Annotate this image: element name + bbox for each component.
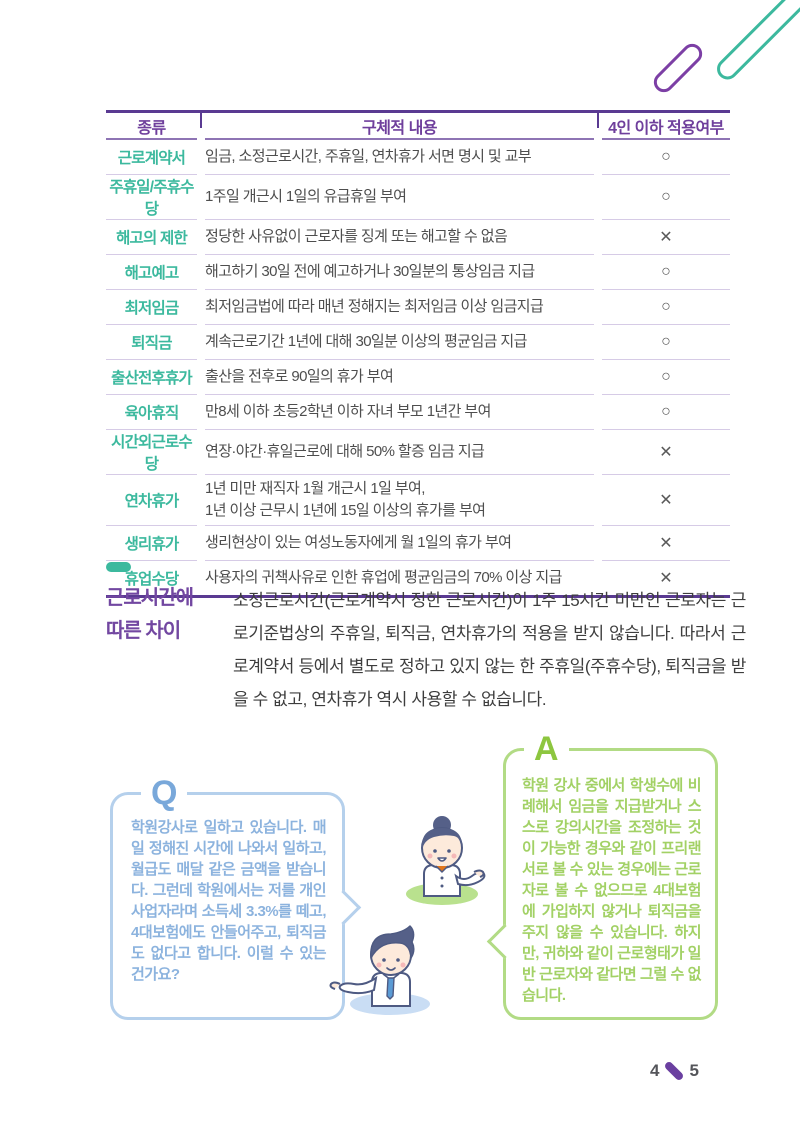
table-row: 최저임금 최저임금법에 따라 매년 정해지는 최저임금 이상 임금지급 ○	[106, 290, 730, 325]
table-body: 근로계약서 임금, 소정근로시간, 주휴일, 연차휴가 서면 명시 및 교부 ○…	[106, 140, 730, 595]
header-divider-tick	[200, 113, 202, 128]
row-content: 계속근로기간 1년에 대해 30일분 이상의 평균임금 지급	[205, 325, 594, 360]
row-content: 생리현상이 있는 여성노동자에게 월 1일의 휴가 부여	[205, 526, 594, 561]
row-label: 생리휴가	[106, 526, 197, 561]
page-number-left: 4	[650, 1061, 660, 1080]
row-content: 임금, 소정근로시간, 주휴일, 연차휴가 서면 명시 및 교부	[205, 140, 594, 175]
question-label: Q	[141, 774, 188, 812]
header-detail: 구체적 내용	[205, 113, 594, 140]
row-label: 연차휴가	[106, 475, 197, 526]
row-applies-mark: ○	[602, 255, 730, 290]
answer-text: 학원 강사 중에서 학생수에 비례해서 임금을 지급받거나 스스로 강의시간을 …	[522, 777, 702, 1004]
header-type: 종류	[106, 113, 197, 140]
row-label: 시간외근로수당	[106, 430, 197, 475]
row-content: 해고하기 30일 전에 예고하거나 30일분의 통상임금 지급	[205, 255, 594, 290]
row-applies-mark: ○	[602, 175, 730, 220]
row-applies-mark: ✕	[602, 220, 730, 255]
row-label: 휴업수당	[124, 571, 180, 588]
table-row: 주휴일/주휴수당 1주일 개근시 1일의 유급휴일 부여 ○	[106, 175, 730, 220]
row-applies-mark: ○	[602, 325, 730, 360]
question-text: 학원강사로 일하고 있습니다. 매일 정해진 시간에 나와서 일하고, 월급도 …	[131, 819, 327, 983]
row-label: 출산전후휴가	[106, 360, 197, 395]
section-title-line1: 근로시간에	[106, 587, 194, 609]
row-applies-mark: ✕	[659, 570, 673, 587]
header-applies: 4인 이하 적용여부	[602, 113, 730, 140]
decor-capsule-teal-icon	[712, 0, 800, 84]
woman-character-illustration	[406, 816, 486, 905]
row-applies-mark: ○	[602, 395, 730, 430]
table-row: 근로계약서 임금, 소정근로시간, 주휴일, 연차휴가 서면 명시 및 교부 ○	[106, 140, 730, 175]
row-label: 육아휴직	[106, 395, 197, 430]
row-content: 만8세 이하 초등2학년 이하 자녀 부모 1년간 부여	[205, 395, 594, 430]
labor-standards-table: 종류 구체적 내용 4인 이하 적용여부 근로계약서 임금, 소정근로시간, 주…	[106, 110, 730, 598]
table-row: 해고예고 해고하기 30일 전에 예고하거나 30일분의 통상임금 지급 ○	[106, 255, 730, 290]
question-bubble: Q 학원강사로 일하고 있습니다. 매일 정해진 시간에 나와서 일하고, 월급…	[110, 774, 362, 1020]
table-row: 휴업수당 사용자의 귀책사유로 인한 휴업에 평균임금의 70% 이상 지급 ✕	[106, 561, 730, 595]
section-title: 근로시간에 따른 차이	[106, 582, 194, 648]
row-applies-mark: ✕	[602, 526, 730, 561]
table-row: 시간외근로수당 연장·야간·휴일근로에 대해 50% 할증 임금 지급 ✕	[106, 430, 730, 475]
row-applies-mark: ○	[602, 290, 730, 325]
row-label: 퇴직금	[106, 325, 197, 360]
row-content: 출산을 전후로 90일의 휴가 부여	[205, 360, 594, 395]
row-label: 근로계약서	[106, 140, 197, 175]
answer-label: A	[524, 730, 569, 768]
row-applies-mark: ✕	[602, 475, 730, 526]
man-character-illustration	[329, 925, 430, 1015]
row-content: 1주일 개근시 1일의 유급휴일 부여	[205, 175, 594, 220]
header-divider-tick	[597, 113, 599, 128]
page-number-right: 5	[689, 1061, 699, 1080]
section-marker-pill	[106, 562, 131, 572]
section-title-line2: 따른 차이	[106, 620, 181, 642]
table-row: 생리휴가 생리현상이 있는 여성노동자에게 월 1일의 휴가 부여 ✕	[106, 526, 730, 561]
row-applies-mark: ○	[602, 140, 730, 175]
table-row: 연차휴가 1년 미만 재직자 1월 개근시 1일 부여, 1년 이상 근무시 1…	[106, 475, 730, 526]
page-slash-icon	[663, 1060, 686, 1082]
row-content: 연장·야간·휴일근로에 대해 50% 할증 임금 지급	[205, 430, 594, 475]
row-content: 최저임금법에 따라 매년 정해지는 최저임금 이상 임금지급	[205, 290, 594, 325]
row-applies-mark: ○	[602, 360, 730, 395]
row-label: 해고의 제한	[106, 220, 197, 255]
row-label: 해고예고	[106, 255, 197, 290]
row-label: 최저임금	[106, 290, 197, 325]
page-footer: 4 5	[650, 1060, 699, 1082]
answer-bubble: A 학원 강사 중에서 학생수에 비례해서 임금을 지급받거나 스스로 강의시간…	[486, 730, 718, 1020]
row-content: 정당한 사유없이 근로자를 징계 또는 해고할 수 없음	[205, 220, 594, 255]
table-row: 해고의 제한 정당한 사유없이 근로자를 징계 또는 해고할 수 없음 ✕	[106, 220, 730, 255]
section-body-paragraph: 소정근로시간(근로계약시 정한 근로시간)이 1주 15시간 미만인 근로자는 …	[233, 591, 746, 709]
row-content: 사용자의 귀책사유로 인한 휴업에 평균임금의 70% 이상 지급	[205, 569, 562, 586]
decor-capsule-purple-icon	[649, 39, 707, 97]
row-content: 1년 미만 재직자 1월 개근시 1일 부여, 1년 이상 근무시 1년에 15…	[205, 475, 594, 526]
row-label: 주휴일/주휴수당	[106, 175, 197, 220]
table-row: 퇴직금 계속근로기간 1년에 대해 30일분 이상의 평균임금 지급 ○	[106, 325, 730, 360]
table-row: 출산전후휴가 출산을 전후로 90일의 휴가 부여 ○	[106, 360, 730, 395]
table-row: 육아휴직 만8세 이하 초등2학년 이하 자녀 부모 1년간 부여 ○	[106, 395, 730, 430]
row-applies-mark: ✕	[602, 430, 730, 475]
table-header-row: 종류 구체적 내용 4인 이하 적용여부	[106, 113, 730, 140]
